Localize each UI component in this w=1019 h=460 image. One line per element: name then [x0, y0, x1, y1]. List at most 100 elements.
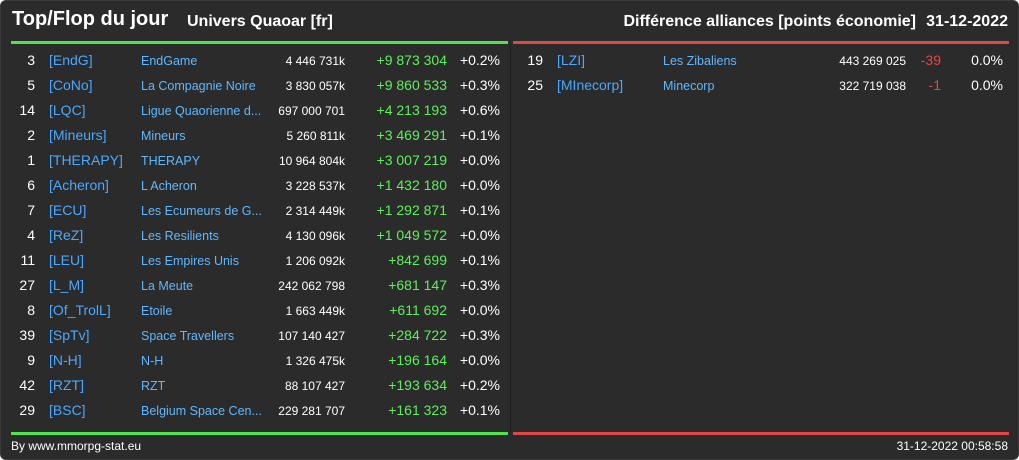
alliance-diff: +9 860 533	[376, 77, 447, 93]
alliance-rank: 9	[27, 352, 35, 368]
alliance-percent: +0.0%	[459, 177, 500, 193]
alliance-tag-link[interactable]: [Of_TrolL]	[49, 302, 111, 318]
alliance-name-link[interactable]: Minecorp	[663, 79, 715, 93]
alliance-points: 1 206 092k	[285, 254, 345, 268]
alliance-name-link[interactable]: Space Travellers	[141, 329, 235, 343]
alliance-percent: +0.2%	[459, 377, 500, 393]
alliance-name-link[interactable]: N-H	[141, 354, 164, 368]
alliance-diff: -1	[928, 77, 941, 93]
alliance-percent: +0.1%	[459, 202, 500, 218]
alliance-row: 25 [MInecorp] Minecorp 322 719 038 -1 0.0%	[513, 73, 1009, 98]
alliance-tag-link[interactable]: [CoNo]	[49, 77, 93, 93]
alliance-row: 1 [THERAPY] THERAPY 10 964 804k +3 007 219 +0…	[11, 148, 508, 173]
alliance-rank: 7	[27, 202, 35, 218]
alliance-row: 29 [BSC] Belgium Space Cen... 229 281 707 +1…	[11, 398, 508, 423]
alliance-tag-link[interactable]: [LEU]	[49, 252, 85, 268]
alliance-diff: +1 049 572	[376, 227, 447, 243]
alliance-name-link[interactable]: EndGame	[141, 54, 198, 68]
alliance-name-link[interactable]: RZT	[141, 379, 166, 393]
alliance-row: 9 [N-H] N-H 1 326 475k +196 164 +0.0%	[11, 348, 508, 373]
alliance-tag-link[interactable]: [ReZ]	[49, 227, 84, 243]
alliance-row: 8 [Of_TrolL] Etoile 1 663 449k +611 692 +0.0%	[11, 298, 508, 323]
alliance-percent: +0.3%	[459, 327, 500, 343]
alliance-name-link[interactable]: Mineurs	[141, 129, 186, 143]
alliance-diff: +1 292 871	[376, 202, 447, 218]
alliance-percent: 0.0%	[971, 77, 1003, 93]
alliance-points: 5 260 811k	[286, 129, 346, 143]
alliance-points: 88 107 427	[284, 379, 345, 393]
alliance-percent: +0.0%	[459, 352, 500, 368]
alliance-row: 5 [CoNo] La Compagnie Noire 3 830 057k +9 86…	[11, 73, 508, 98]
alliance-tag-link[interactable]: [L_M]	[49, 277, 85, 293]
alliance-rank: 19	[527, 52, 543, 68]
alliance-row: 14 [LQC] Ligue Quaorienne d... 697 000 701 +…	[11, 98, 508, 123]
alliance-points: 322 719 038	[839, 79, 906, 93]
header: Top/Flop du jour Univers Quaoar [fr] Dif…	[1, 1, 1018, 41]
footer-timestamp: 31-12-2022 00:58:58	[896, 439, 1008, 453]
alliance-points: 1 663 449k	[285, 304, 345, 318]
alliance-diff: +611 692	[389, 302, 447, 318]
alliance-rank: 14	[19, 102, 35, 118]
alliance-name-link[interactable]: Les Ecumeurs de G...	[141, 204, 262, 218]
alliance-percent: +0.0%	[459, 302, 500, 318]
alliance-diff: +3 469 291	[376, 127, 447, 143]
alliance-percent: +0.1%	[459, 402, 500, 418]
alliance-tag-link[interactable]: [THERAPY]	[49, 152, 123, 168]
alliance-rank: 5	[27, 77, 35, 93]
alliance-points: 2 314 449k	[285, 204, 345, 218]
alliance-points: 1 326 475k	[285, 354, 345, 368]
alliance-percent: 0.0%	[971, 52, 1003, 68]
alliance-name-link[interactable]: La Compagnie Noire	[141, 79, 256, 93]
alliance-rank: 29	[19, 402, 35, 418]
alliance-points: 229 281 707	[278, 404, 345, 418]
alliance-tag-link[interactable]: [ECU]	[49, 202, 87, 218]
top-alliances-list: 3 [EndG] EndGame 4 446 731k +9 873 304 +0.2% 5…	[11, 48, 508, 423]
alliance-tag-link[interactable]: [LZI]	[557, 52, 586, 68]
alliance-name-link[interactable]: Les Resilients	[141, 229, 219, 243]
alliance-points: 10 964 804k	[278, 154, 345, 168]
header-date: 31-12-2022	[926, 13, 1008, 30]
alliance-row: 27 [L_M] La Meute 242 062 798 +681 147 +0.3%	[11, 273, 508, 298]
alliance-name-link[interactable]: Les Empires Unis	[141, 254, 239, 268]
alliance-percent: +0.0%	[459, 227, 500, 243]
alliance-name-link[interactable]: Ligue Quaorienne d...	[141, 104, 262, 118]
alliance-rank: 4	[27, 227, 35, 243]
alliance-row: 39 [SpTv] Space Travellers 107 140 427 +284 …	[11, 323, 508, 348]
alliance-points: 697 000 701	[278, 104, 345, 118]
alliance-percent: +0.6%	[459, 102, 500, 118]
alliance-tag-link[interactable]: [EndG]	[49, 52, 93, 68]
alliance-tag-link[interactable]: [LQC]	[49, 102, 86, 118]
site-credit: By www.mmorpg-stat.eu	[11, 439, 142, 453]
alliance-name-link[interactable]: Etoile	[141, 304, 173, 318]
alliance-diff: +681 147	[388, 277, 447, 293]
alliance-tag-link[interactable]: [Mineurs]	[49, 127, 107, 143]
alliance-diff: +1 432 180	[376, 177, 447, 193]
flop-accent-bar	[513, 41, 1009, 44]
alliance-tag-link[interactable]: [N-H]	[49, 352, 82, 368]
alliance-tag-link[interactable]: [BSC]	[49, 402, 86, 418]
alliance-diff: +4 213 193	[376, 102, 447, 118]
alliance-row: 19 [LZI] Les Zibaliens 443 269 025 -39 0.0%	[513, 48, 1009, 73]
alliance-rank: 6	[27, 177, 35, 193]
flop-bottom-bar	[513, 432, 1009, 435]
alliance-rank: 25	[527, 77, 543, 93]
alliance-row: 3 [EndG] EndGame 4 446 731k +9 873 304 +0.2%	[11, 48, 508, 73]
alliance-name-link[interactable]: Les Zibaliens	[663, 54, 737, 68]
alliance-name-link[interactable]: La Meute	[141, 279, 194, 293]
alliance-tag-link[interactable]: [RZT]	[49, 377, 84, 393]
alliance-name-link[interactable]: L Acheron	[141, 179, 197, 193]
alliance-tag-link[interactable]: [MInecorp]	[557, 77, 624, 93]
alliance-row: 42 [RZT] RZT 88 107 427 +193 634 +0.2%	[11, 373, 508, 398]
alliance-rank: 11	[20, 252, 35, 268]
alliance-row: 7 [ECU] Les Ecumeurs de G... 2 314 449k +1 2…	[11, 198, 508, 223]
alliance-tag-link[interactable]: [SpTv]	[49, 327, 90, 343]
alliance-points: 443 269 025	[839, 54, 906, 68]
alliance-tag-link[interactable]: [Acheron]	[49, 177, 109, 193]
alliance-percent: +0.1%	[459, 252, 500, 268]
universe-label: Univers Quaoar [fr]	[187, 13, 333, 30]
alliance-rank: 27	[19, 277, 35, 293]
column-divider	[510, 44, 511, 432]
alliance-name-link[interactable]: Belgium Space Cen...	[141, 404, 262, 418]
alliance-name-link[interactable]: THERAPY	[141, 154, 201, 168]
alliance-percent: +0.1%	[459, 127, 500, 143]
